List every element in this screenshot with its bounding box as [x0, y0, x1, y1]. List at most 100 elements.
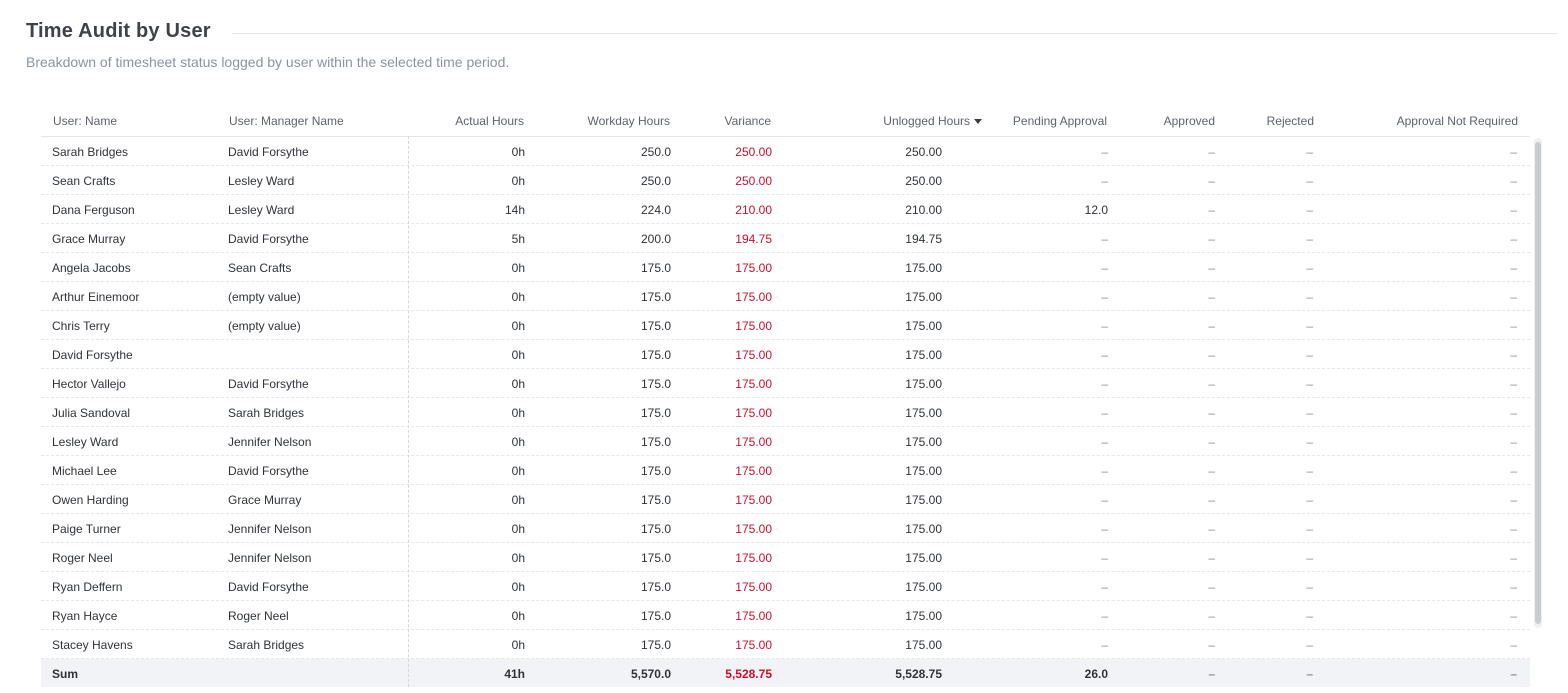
- sum-row[interactable]: Sum 41h 5,570.0 5,528.75 5,528.75 26.0 – – –: [41, 659, 1530, 687]
- cell-not-required: –: [1510, 435, 1517, 449]
- cell-manager: David Forsythe: [228, 145, 309, 159]
- table-row[interactable]: Sarah Bridges David Forsythe 0h 250.0 250.00…: [41, 137, 1530, 166]
- cell-name: David Forsythe: [52, 348, 133, 362]
- cell-not-required: –: [1510, 580, 1517, 594]
- column-header-actual[interactable]: Actual Hours: [455, 114, 524, 128]
- cell-variance: 175.00: [735, 290, 772, 304]
- cell-manager: Sarah Bridges: [228, 406, 305, 420]
- column-header-name[interactable]: User: Name: [53, 114, 117, 128]
- cell-name: Grace Murray: [52, 232, 126, 246]
- cell-variance: 175.00: [735, 522, 772, 536]
- column-header-approved[interactable]: Approved: [1164, 114, 1215, 128]
- cell-unlogged: 175.00: [905, 261, 942, 275]
- cell-actual: 0h: [511, 493, 525, 507]
- table-row[interactable]: Arthur Einemoor (empty value) 0h 175.0 175.0…: [41, 282, 1530, 311]
- table-row[interactable]: Stacey Havens Sarah Bridges 0h 175.0 175.00 1…: [41, 630, 1530, 659]
- column-header-unlogged[interactable]: Unlogged Hours: [883, 114, 982, 128]
- cell-variance: 175.00: [735, 493, 772, 507]
- cell-actual: 0h: [511, 464, 525, 478]
- cell-manager: (empty value): [228, 319, 301, 333]
- column-header-not-required[interactable]: Approval Not Required: [1397, 114, 1518, 128]
- cell-actual: 0h: [511, 638, 525, 652]
- column-header-label: Unlogged Hours: [883, 114, 970, 128]
- cell-rejected: –: [1306, 232, 1313, 246]
- cell-name: Ryan Hayce: [52, 609, 118, 623]
- cell-name: Arthur Einemoor: [52, 290, 140, 304]
- table-row[interactable]: Lesley Ward Jennifer Nelson 0h 175.0 175.00 1…: [41, 427, 1530, 456]
- cell-manager: Lesley Ward: [228, 174, 295, 188]
- cell-pending: –: [1101, 406, 1108, 420]
- cell-pending: –: [1101, 522, 1108, 536]
- cell-manager: David Forsythe: [228, 580, 309, 594]
- cell-name: Dana Ferguson: [52, 203, 135, 217]
- cell-actual: 0h: [511, 261, 525, 275]
- cell-name: Angela Jacobs: [52, 261, 131, 275]
- cell-workday: 175.0: [640, 522, 671, 536]
- column-header-variance[interactable]: Variance: [725, 114, 771, 128]
- cell-actual: 0h: [511, 609, 525, 623]
- table-row[interactable]: Ryan Hayce Roger Neel 0h 175.0 175.00 175.00 –…: [41, 601, 1530, 630]
- table-row[interactable]: Chris Terry (empty value) 0h 175.0 175.00 175…: [41, 311, 1530, 340]
- cell-rejected: –: [1306, 435, 1313, 449]
- cell-approved: –: [1208, 609, 1215, 623]
- cell-workday: 175.0: [640, 580, 671, 594]
- table-row[interactable]: Owen Harding Grace Murray 0h 175.0 175.00 175…: [41, 485, 1530, 514]
- column-header-label: User: Manager Name: [229, 114, 344, 128]
- cell-rejected: –: [1306, 319, 1313, 333]
- table-row[interactable]: Michael Lee David Forsythe 0h 175.0 175.00 17…: [41, 456, 1530, 485]
- cell-variance: 175.00: [735, 319, 772, 333]
- cell-variance: 250.00: [735, 174, 772, 188]
- table-row[interactable]: Roger Neel Jennifer Nelson 0h 175.0 175.00 17…: [41, 543, 1530, 572]
- table-row[interactable]: Angela Jacobs Sean Crafts 0h 175.0 175.00 175…: [41, 253, 1530, 282]
- cell-not-required: –: [1510, 609, 1517, 623]
- column-header-workday[interactable]: Workday Hours: [588, 114, 670, 128]
- cell-approved: –: [1208, 406, 1215, 420]
- cell-unlogged: 175.00: [905, 290, 942, 304]
- sort-desc-icon[interactable]: [974, 119, 982, 124]
- cell-approved: –: [1208, 435, 1215, 449]
- table-row[interactable]: Grace Murray David Forsythe 5h 200.0 194.75 1…: [41, 224, 1530, 253]
- cell-approved: –: [1208, 464, 1215, 478]
- column-header-label: Approval Not Required: [1396, 114, 1518, 128]
- cell-workday: 175.0: [640, 464, 671, 478]
- cell-approved: –: [1208, 638, 1215, 652]
- cell-workday: 175.0: [640, 638, 671, 652]
- table-row[interactable]: Hector Vallejo David Forsythe 0h 175.0 175.0…: [41, 369, 1530, 398]
- cell-not-required: –: [1510, 551, 1517, 565]
- cell-pending: –: [1101, 174, 1108, 188]
- cell-approved: –: [1208, 493, 1215, 507]
- table-header: User: Name User: Manager Name Actual Hours…: [41, 108, 1530, 137]
- vertical-scrollbar[interactable]: [1534, 138, 1542, 628]
- cell-not-required: –: [1510, 174, 1517, 188]
- cell-pending: 12.0: [1084, 203, 1108, 217]
- cell-unlogged: 175.00: [905, 638, 942, 652]
- cell-not-required: –: [1510, 232, 1517, 246]
- column-header-pending[interactable]: Pending Approval: [1013, 114, 1107, 128]
- cell-rejected: –: [1306, 145, 1313, 159]
- cell-unlogged: 5,528.75: [895, 667, 942, 681]
- cell-actual: 0h: [511, 551, 525, 565]
- scrollbar-thumb[interactable]: [1535, 142, 1541, 624]
- table-row[interactable]: Dana Ferguson Lesley Ward 14h 224.0 210.00 21…: [41, 195, 1530, 224]
- cell-variance: 175.00: [735, 406, 772, 420]
- cell-unlogged: 175.00: [905, 348, 942, 362]
- table-row[interactable]: Ryan Deffern David Forsythe 0h 175.0 175.00 1…: [41, 572, 1530, 601]
- cell-not-required: –: [1510, 522, 1517, 536]
- cell-rejected: –: [1306, 551, 1313, 565]
- cell-actual: 5h: [511, 232, 525, 246]
- column-header-manager[interactable]: User: Manager Name: [229, 114, 344, 128]
- cell-manager: (empty value): [228, 290, 301, 304]
- cell-approved: –: [1208, 348, 1215, 362]
- table-row[interactable]: Julia Sandoval Sarah Bridges 0h 175.0 175.00…: [41, 398, 1530, 427]
- table-row[interactable]: Sean Crafts Lesley Ward 0h 250.0 250.00 250.0…: [41, 166, 1530, 195]
- cell-unlogged: 175.00: [905, 377, 942, 391]
- cell-not-required: –: [1510, 638, 1517, 652]
- cell-manager: Roger Neel: [228, 609, 289, 623]
- table-row[interactable]: David Forsythe 0h 175.0 175.00 175.00 – – – –: [41, 340, 1530, 369]
- column-header-rejected[interactable]: Rejected: [1267, 114, 1314, 128]
- cell-rejected: –: [1306, 464, 1313, 478]
- cell-unlogged: 175.00: [905, 522, 942, 536]
- cell-actual: 0h: [511, 145, 525, 159]
- cell-actual: 14h: [504, 203, 525, 217]
- table-row[interactable]: Paige Turner Jennifer Nelson 0h 175.0 175.00…: [41, 514, 1530, 543]
